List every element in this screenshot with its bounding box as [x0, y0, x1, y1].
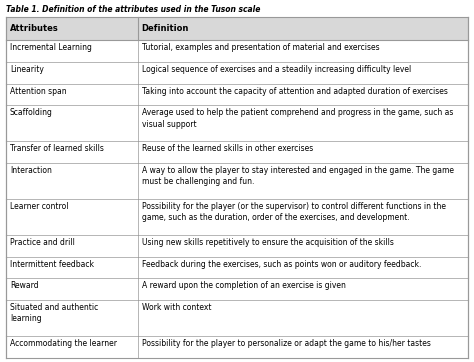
Text: Interaction: Interaction: [10, 166, 52, 175]
Text: Average used to help the patient comprehend and progress in the game, such as
vi: Average used to help the patient compreh…: [142, 109, 453, 129]
Text: Practice and drill: Practice and drill: [10, 237, 75, 247]
Bar: [6, 336, 468, 358]
Text: Transfer of learned skills: Transfer of learned skills: [10, 144, 104, 153]
Text: Learner control: Learner control: [10, 202, 69, 211]
Text: Feedback during the exercises, such as points won or auditory feedback.: Feedback during the exercises, such as p…: [142, 260, 421, 269]
Text: A reward upon the completion of an exercise is given: A reward upon the completion of an exerc…: [142, 281, 346, 290]
Text: Attention span: Attention span: [10, 87, 67, 96]
Bar: [6, 40, 468, 62]
Text: Taking into account the capacity of attention and adapted duration of exercises: Taking into account the capacity of atte…: [142, 87, 447, 96]
Bar: [6, 235, 468, 257]
Text: Reuse of the learned skills in other exercises: Reuse of the learned skills in other exe…: [142, 144, 313, 153]
Bar: [6, 17, 468, 40]
Text: Logical sequence of exercises and a steadily increasing difficulty level: Logical sequence of exercises and a stea…: [142, 65, 411, 73]
Text: Situated and authentic
learning: Situated and authentic learning: [10, 303, 98, 324]
Bar: [6, 278, 468, 300]
Text: Work with context: Work with context: [142, 303, 211, 312]
Text: Using new skills repetitively to ensure the acquisition of the skills: Using new skills repetitively to ensure …: [142, 237, 393, 247]
Text: Table 1. Definition of the attributes used in the Tuson scale: Table 1. Definition of the attributes us…: [6, 5, 260, 14]
Bar: [6, 84, 468, 105]
Text: Tutorial, examples and presentation of material and exercises: Tutorial, examples and presentation of m…: [142, 43, 379, 52]
Bar: [6, 163, 468, 199]
Bar: [6, 199, 468, 235]
Text: Definition: Definition: [142, 24, 189, 33]
Text: Accommodating the learner: Accommodating the learner: [10, 339, 117, 348]
Bar: [6, 105, 468, 141]
Text: Possibility for the player (or the supervisor) to control different functions in: Possibility for the player (or the super…: [142, 202, 446, 222]
Text: Intermittent feedback: Intermittent feedback: [10, 260, 94, 269]
Text: Possibility for the player to personalize or adapt the game to his/her tastes: Possibility for the player to personaliz…: [142, 339, 430, 348]
Text: Scaffolding: Scaffolding: [10, 109, 53, 118]
Text: Linearity: Linearity: [10, 65, 44, 73]
Bar: [6, 141, 468, 163]
Text: Attributes: Attributes: [10, 24, 59, 33]
Bar: [6, 62, 468, 84]
Text: Incremental Learning: Incremental Learning: [10, 43, 92, 52]
Text: Reward: Reward: [10, 281, 38, 290]
Bar: [6, 257, 468, 278]
Text: A way to allow the player to stay interested and engaged in the game. The game
m: A way to allow the player to stay intere…: [142, 166, 454, 186]
Bar: [6, 300, 468, 336]
